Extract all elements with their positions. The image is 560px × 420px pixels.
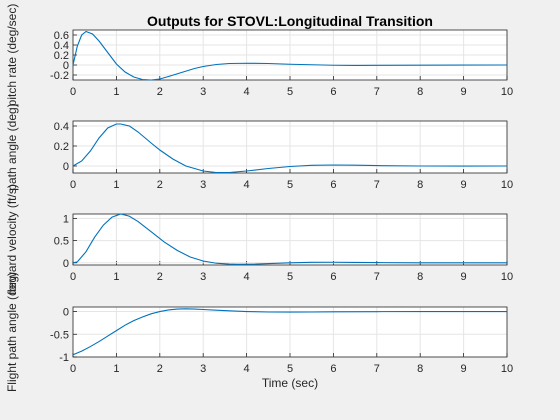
x-tick-label: 3: [200, 86, 206, 98]
x-tick-label: 5: [287, 86, 293, 98]
axes-box: [72, 213, 508, 266]
y-tick-label: 0.5: [54, 236, 69, 248]
axes-box: [72, 120, 508, 174]
y-axis-label: path angle (deg): [5, 103, 19, 190]
x-tick-label: 0: [70, 86, 76, 98]
x-tick-label: 9: [461, 179, 467, 191]
y-axis-label: Flight path angle (deg): [5, 272, 19, 392]
x-tick-label: 7: [374, 86, 380, 98]
x-tick-label: 2: [157, 271, 163, 283]
axes-box: [72, 29, 508, 81]
x-tick-label: 8: [417, 179, 423, 191]
x-tick-label: 5: [287, 363, 293, 375]
x-tick-label: 4: [244, 271, 250, 283]
x-tick-label: 1: [113, 271, 119, 283]
y-axis-label: pitch rate (deg/sec): [5, 4, 19, 107]
y-tick-label: 0: [63, 60, 69, 72]
axes-box: [72, 306, 508, 358]
x-tick-label: 1: [113, 363, 119, 375]
x-tick-label: 3: [200, 179, 206, 191]
x-tick-label: 0: [70, 363, 76, 375]
x-tick-label: 8: [417, 271, 423, 283]
x-tick-label: 5: [287, 271, 293, 283]
y-tick-label: -0.2: [50, 70, 69, 82]
subplot-3: 0 1 2 3 4 5 6 7 8 9 10 0 0.5 1 forward velocity (ft/s): [5, 184, 513, 295]
x-tick-label: 4: [244, 179, 250, 191]
x-tick-label: 2: [157, 86, 163, 98]
y-tick-label: 0: [63, 258, 69, 270]
x-tick-label: 2: [157, 363, 163, 375]
y-tick-label: 0.2: [54, 50, 69, 62]
series-line-1: [72, 123, 508, 174]
y-tick-label: -0.5: [50, 329, 69, 341]
x-tick-label: 10: [501, 271, 513, 283]
x-axis-label: Time (sec): [262, 376, 318, 390]
x-tick-label: 0: [70, 179, 76, 191]
x-tick-label: 10: [501, 86, 513, 98]
x-tick-label: 6: [330, 179, 336, 191]
y-tick-label: 1: [63, 213, 69, 225]
y-tick-label: -1: [59, 352, 69, 364]
x-tick-label: 8: [417, 363, 423, 375]
x-tick-label: 1: [113, 86, 119, 98]
y-tick-label: 0: [63, 161, 69, 173]
x-tick-label: 3: [200, 363, 206, 375]
x-tick-label: 1: [113, 179, 119, 191]
x-tick-label: 10: [501, 363, 513, 375]
x-tick-label: 4: [244, 86, 250, 98]
series-line-1: [72, 30, 508, 81]
y-tick-label: 0: [63, 307, 69, 319]
x-tick-label: 9: [461, 363, 467, 375]
series-line-1: [72, 213, 508, 265]
x-tick-label: 8: [417, 86, 423, 98]
x-tick-label: 9: [461, 86, 467, 98]
x-tick-label: 4: [244, 363, 250, 375]
figure-title: Outputs for STOVL:Longitudinal Transitio…: [147, 13, 433, 29]
y-axis-label: forward velocity (ft/s): [5, 184, 19, 295]
x-tick-label: 7: [374, 179, 380, 191]
y-tick-label: 0.4: [54, 121, 69, 133]
y-tick-label: 0.4: [54, 40, 69, 52]
series-line-1: [72, 308, 507, 356]
x-tick-label: 9: [461, 271, 467, 283]
x-tick-label: 7: [374, 363, 380, 375]
x-tick-label: 7: [374, 271, 380, 283]
y-tick-label: 0.6: [54, 30, 69, 42]
x-tick-label: 3: [200, 271, 206, 283]
x-tick-label: 2: [157, 179, 163, 191]
x-tick-label: 0: [70, 271, 76, 283]
x-tick-label: 5: [287, 179, 293, 191]
y-tick-label: 0.2: [54, 141, 69, 153]
x-tick-label: 10: [501, 179, 513, 191]
x-tick-label: 6: [330, 86, 336, 98]
x-tick-label: 6: [330, 271, 336, 283]
subplot-2: 0 1 2 3 4 5 6 7 8 9 10 0 0.2 0.4 path angle (deg): [5, 103, 513, 191]
x-tick-label: 6: [330, 363, 336, 375]
